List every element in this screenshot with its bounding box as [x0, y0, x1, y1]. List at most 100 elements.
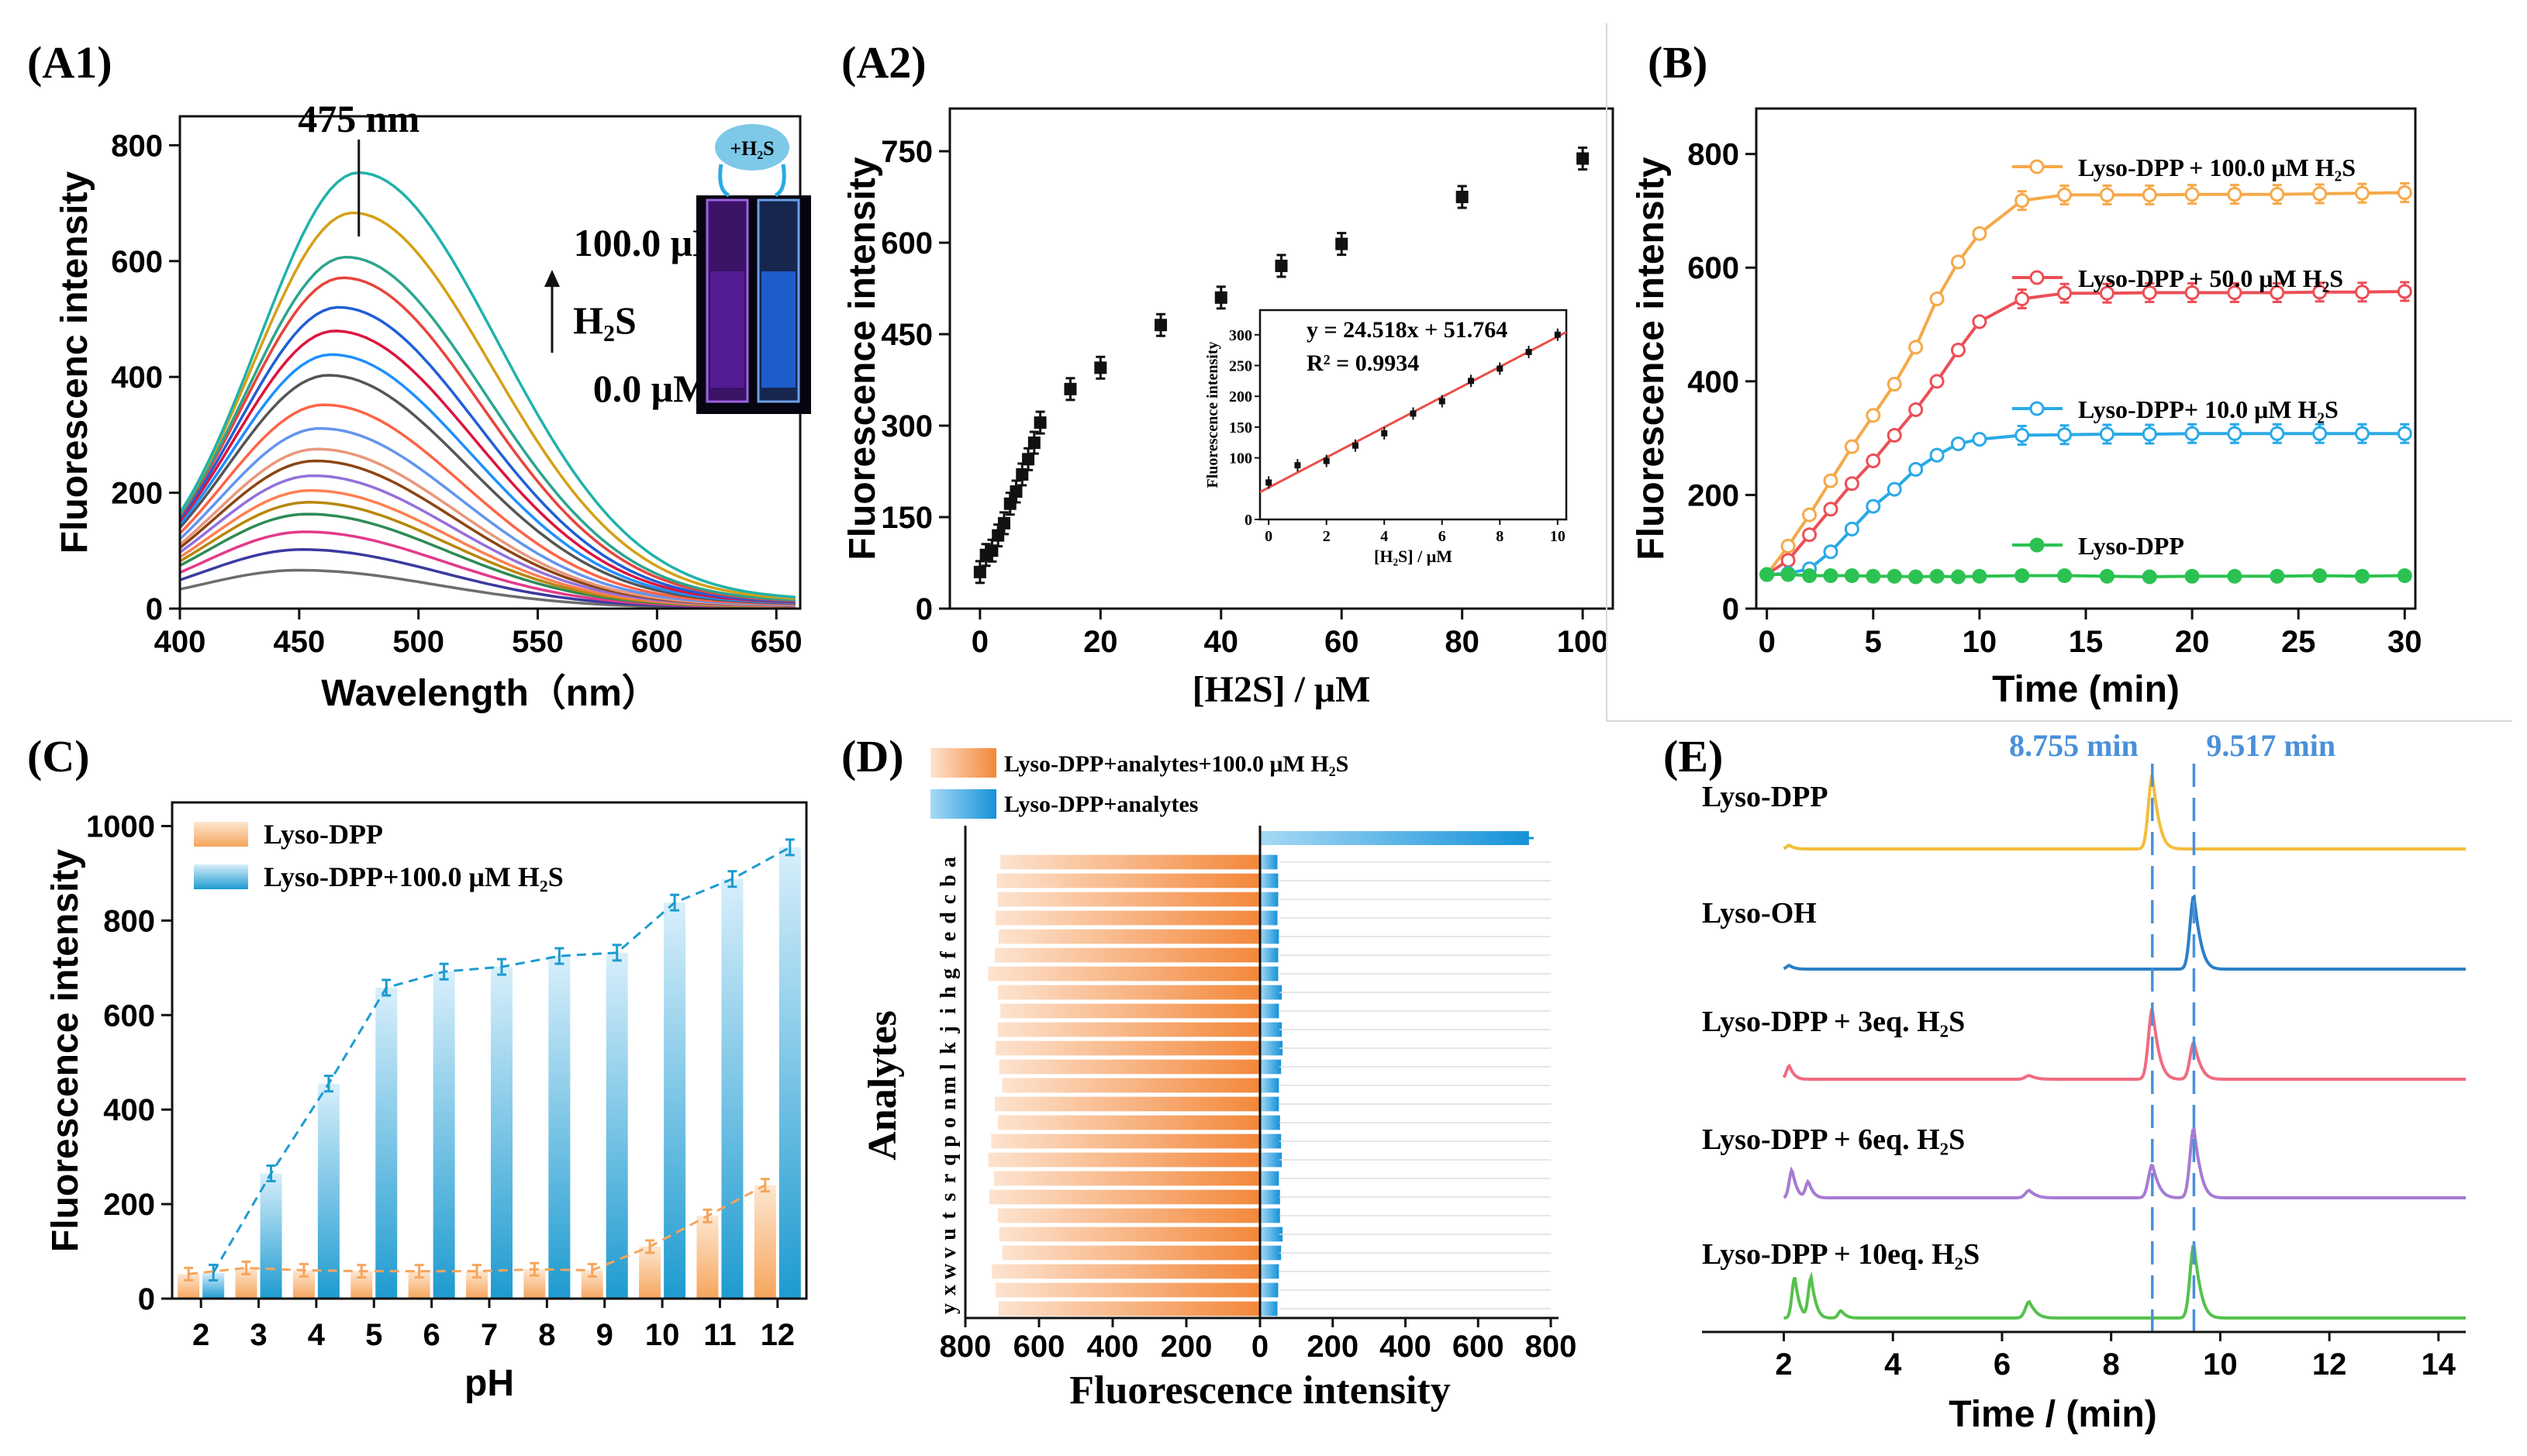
b-data-point [1823, 502, 1838, 517]
e-x-tick-label: 4 [1884, 1347, 1902, 1382]
d-bar-right [1260, 854, 1278, 870]
d-bar-left [997, 985, 1260, 1000]
d-bar-right [1260, 1096, 1279, 1112]
d-bar-left [997, 892, 1260, 907]
e-peak2-label: 9.517 min [2206, 728, 2335, 763]
b-data-point [2397, 426, 2412, 441]
d-bar-right [1260, 1040, 1283, 1056]
e-x-tick-label: 6 [1994, 1347, 2011, 1382]
panel-a1: (A1) 400 450 500 550 600 650 0 200 400 600 800 Wavel… [27, 37, 811, 714]
panel-a1-label: (A1) [27, 37, 112, 88]
a1-spectrum-line [178, 374, 796, 605]
c-x-tick-label: 12 [761, 1318, 796, 1352]
b-data-point [2142, 426, 2157, 442]
a2-data-point [1094, 361, 1107, 374]
e-trace-label: Lyso-DPP + 10eq. H₂S [1702, 1238, 1980, 1271]
d-category-label: h [937, 986, 961, 999]
d-bar-right [1260, 1022, 1282, 1037]
d-category-label: u [937, 1228, 961, 1240]
b-data-point [2270, 285, 2285, 300]
d-top-bar [1260, 831, 1529, 845]
d-legend-label: Lyso-DPP+analytes [1004, 792, 1198, 817]
d-bar-right [1260, 873, 1279, 888]
a2-data-point [986, 544, 999, 557]
b-x-tick-label: 30 [2387, 625, 2422, 659]
a2-inset-x-tick-label: 8 [1496, 528, 1503, 545]
b-data-point [1844, 476, 1859, 492]
b-data-point [2397, 568, 2412, 583]
c-legend-swatch-blue [194, 864, 248, 889]
a2-x-tick-label: 0 [972, 625, 989, 659]
d-bar-right [1260, 1264, 1279, 1279]
d-bar-left [997, 1115, 1260, 1130]
c-x-tick-label: 9 [596, 1318, 613, 1352]
a1-conc-mid: H₂S [573, 298, 637, 342]
a2-inset-equation: y = 24.518x + 51.764 [1307, 317, 1507, 343]
a2-y-tick-label: 150 [881, 501, 933, 535]
d-category-label: c [937, 895, 961, 904]
a2-inset-x-tick-label: 6 [1438, 528, 1446, 545]
a1-spectrum-line [178, 276, 796, 602]
b-data-point [2227, 187, 2242, 202]
b-data-point [1950, 569, 1966, 585]
b-data-point [2312, 285, 2328, 300]
c-legend-label: Lyso-DPP [264, 819, 383, 850]
panel-b-label: (B) [1648, 37, 1707, 88]
c-bar-lyso-dpp-h2s [664, 902, 686, 1299]
e-trace-line [1783, 774, 2466, 850]
a1-peak-label: 475 nm [298, 97, 419, 140]
b-data-point [1802, 527, 1818, 543]
b-y-tick-label: 0 [1722, 592, 1739, 626]
a2-data-point [992, 529, 1005, 542]
panel-c: (C) 2 3 4 5 6 7 8 9 10 11 12 0 200 400 600 800 1000 pH Fluo… [27, 731, 808, 1404]
d-bar-left [994, 1171, 1260, 1186]
b-x-tick-label: 25 [2281, 625, 2316, 659]
b-data-point [1908, 569, 1924, 585]
d-x-tick-label: 400 [1087, 1330, 1139, 1364]
a2-y-axis-label: Fluorescence intensity [842, 157, 883, 560]
a1-x-tick-label: 650 [751, 625, 803, 659]
d-bar-left [995, 947, 1260, 963]
b-data-point [1929, 447, 1945, 463]
e-trace-label: Lyso-DPP + 6eq. H₂S [1702, 1123, 1965, 1156]
a2-inset-y-tick-label: 200 [1229, 388, 1252, 405]
b-data-point [2014, 193, 2030, 209]
a2-inset-point [1554, 331, 1561, 338]
b-data-point [1929, 292, 1945, 307]
c-x-tick-label: 11 [703, 1318, 736, 1352]
a2-plot-frame [948, 107, 1614, 610]
c-trend-line-blue [212, 846, 791, 1274]
d-bar-left [999, 1227, 1260, 1242]
b-data-point [1844, 521, 1859, 537]
panel-c-label: (C) [27, 731, 90, 781]
b-data-point [1950, 343, 1966, 358]
a2-y-tick-label: 300 [881, 409, 933, 443]
a1-cuvette-right-liquid [761, 271, 796, 388]
a1-x-tick-label: 500 [392, 625, 444, 659]
c-x-tick-label: 5 [365, 1318, 382, 1352]
a2-inset-point [1525, 349, 1532, 355]
b-data-point [2227, 426, 2242, 441]
a2-inset-y-tick-label: 100 [1229, 450, 1252, 468]
a2-data-point [1275, 259, 1288, 272]
d-category-label: p [937, 1135, 961, 1147]
a2-inset-point [1352, 442, 1358, 449]
b-data-point [1802, 507, 1818, 523]
a2-data-point [1214, 291, 1227, 304]
d-bar-right [1260, 947, 1279, 963]
d-x-tick-label: 800 [1525, 1330, 1577, 1364]
d-x-tick-label: 200 [1307, 1330, 1358, 1364]
a2-y-tick-label: 0 [916, 592, 933, 626]
b-y-tick-label: 600 [1687, 251, 1739, 285]
b-data-point [1823, 568, 1838, 583]
b-x-axis-label: Time (min) [1992, 669, 2180, 710]
b-x-tick-label: 0 [1759, 625, 1776, 659]
b-data-point [2397, 185, 2412, 200]
b-data-point [1759, 567, 1775, 582]
d-legend-swatch-right [930, 789, 996, 819]
d-category-label: t [937, 1212, 961, 1220]
d-bar-left [1000, 1003, 1260, 1019]
d-category-label: m [937, 1076, 961, 1094]
d-category-label: s [937, 1192, 961, 1201]
